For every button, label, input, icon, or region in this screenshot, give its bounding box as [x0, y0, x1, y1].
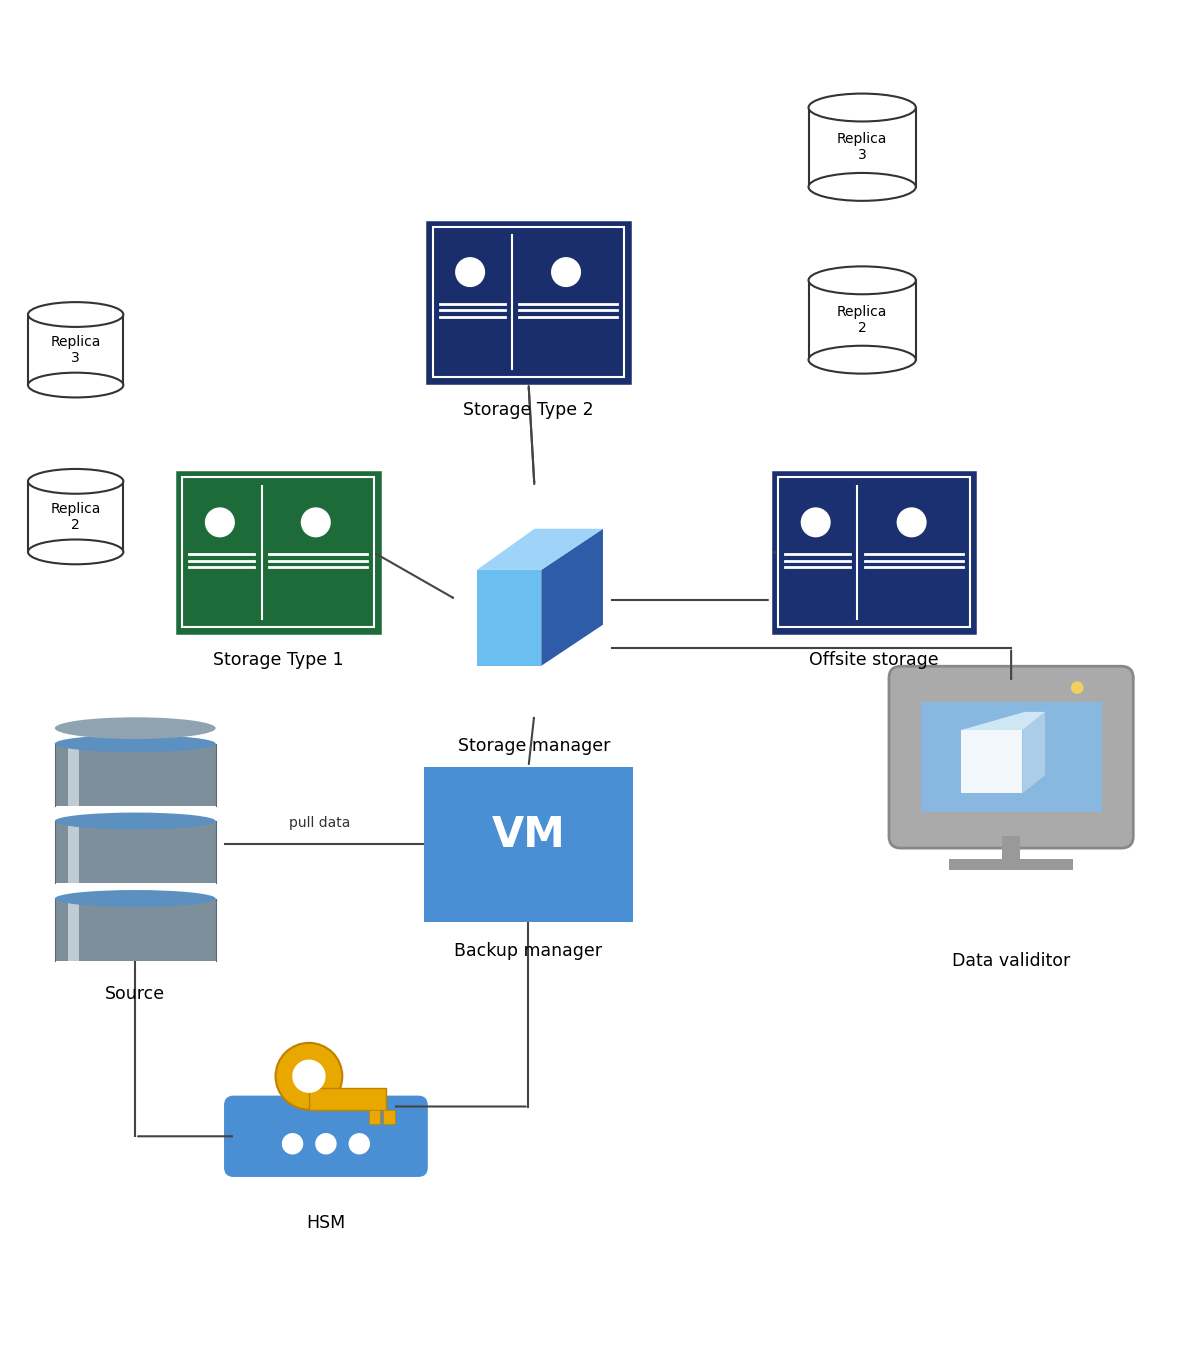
Circle shape [282, 1133, 304, 1154]
Ellipse shape [809, 93, 916, 122]
Bar [55, 821, 216, 883]
Bar [809, 280, 916, 359]
Ellipse shape [28, 373, 124, 397]
Text: pull data: pull data [289, 816, 350, 831]
Text: Replica
2: Replica 2 [836, 305, 887, 335]
Bar [67, 744, 79, 806]
Text: Data validitor: Data validitor [952, 951, 1070, 970]
Text: Replica
2: Replica 2 [50, 501, 101, 531]
Ellipse shape [55, 813, 216, 829]
Text: Storage manager: Storage manager [458, 737, 611, 755]
Bar [55, 744, 216, 806]
Ellipse shape [809, 173, 916, 201]
Ellipse shape [28, 302, 124, 327]
Ellipse shape [55, 717, 216, 738]
Circle shape [348, 1133, 370, 1154]
Circle shape [455, 257, 485, 287]
Circle shape [276, 1043, 342, 1110]
Polygon shape [1022, 711, 1045, 794]
Polygon shape [541, 528, 602, 665]
Bar [55, 898, 216, 961]
FancyBboxPatch shape [770, 469, 978, 635]
Ellipse shape [28, 539, 124, 564]
Circle shape [301, 507, 331, 538]
Ellipse shape [55, 890, 216, 906]
Bar [920, 702, 1102, 813]
Circle shape [293, 1060, 325, 1093]
Text: Replica
3: Replica 3 [50, 335, 101, 364]
Circle shape [800, 507, 830, 538]
Bar [368, 1110, 380, 1123]
Text: Offsite storage: Offsite storage [809, 652, 938, 669]
Polygon shape [476, 570, 541, 665]
Ellipse shape [809, 346, 916, 374]
Bar [308, 1088, 386, 1110]
Ellipse shape [809, 267, 916, 294]
Text: Storage Type 1: Storage Type 1 [212, 652, 343, 669]
Text: Replica
3: Replica 3 [836, 131, 887, 163]
Ellipse shape [55, 736, 216, 752]
Text: Storage Type 2: Storage Type 2 [463, 401, 594, 419]
Circle shape [551, 257, 581, 287]
Bar [809, 107, 916, 187]
Circle shape [316, 1133, 337, 1154]
Text: VM: VM [492, 814, 565, 856]
Text: HSM: HSM [306, 1214, 346, 1232]
Circle shape [896, 507, 926, 538]
Bar [383, 1110, 395, 1123]
Polygon shape [476, 528, 602, 570]
Text: Source: Source [106, 985, 166, 1003]
FancyBboxPatch shape [425, 218, 632, 386]
Bar [67, 821, 79, 883]
FancyBboxPatch shape [889, 667, 1133, 848]
Bar [28, 481, 124, 551]
Ellipse shape [28, 469, 124, 493]
Circle shape [1070, 682, 1084, 694]
Polygon shape [961, 711, 1045, 730]
FancyBboxPatch shape [425, 767, 632, 921]
Bar [28, 314, 124, 385]
FancyBboxPatch shape [224, 1096, 428, 1177]
Bar [1002, 836, 1020, 859]
Circle shape [205, 507, 235, 538]
Bar [67, 898, 79, 961]
FancyBboxPatch shape [174, 469, 383, 635]
Bar [949, 859, 1073, 870]
Text: Backup manager: Backup manager [455, 942, 602, 961]
Polygon shape [961, 730, 1022, 794]
